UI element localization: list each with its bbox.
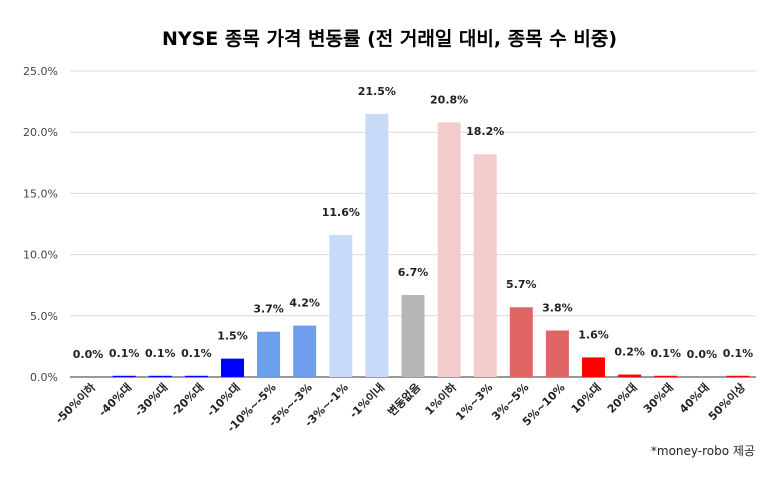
x-tick-label: 30%대 [640,380,676,416]
x-tick-label: 10%대 [568,380,604,416]
y-tick-label: 5.0% [30,310,58,323]
x-tick-label: 50%이상 [705,380,748,423]
data-label: 20.8% [430,93,468,106]
data-label: 11.6% [322,206,360,219]
data-label: 3.7% [253,303,284,316]
bar [437,122,461,378]
y-tick-label: 20.0% [23,126,58,139]
bar [220,358,244,377]
bar [618,374,642,377]
data-label: 1.6% [578,328,609,341]
bar [473,154,497,377]
bar [257,331,281,377]
bar [148,375,172,377]
x-tick-label: -1%이내 [346,380,387,421]
data-label: 5.7% [506,278,537,291]
data-label: 0.0% [687,348,718,361]
bar [509,307,533,377]
y-tick-label: 10.0% [23,249,58,262]
bar [726,375,750,377]
y-tick-label: 0.0% [30,371,58,384]
data-label: 21.5% [358,85,396,98]
bar [184,375,208,377]
data-label: 0.1% [145,347,176,360]
data-label: 3.8% [542,301,573,314]
bar [329,235,353,377]
data-label: 0.1% [650,347,681,360]
bar [112,375,136,377]
y-tick-label: 15.0% [23,187,58,200]
credit-note: *money-robo 제공 [650,444,755,458]
data-label: 0.1% [723,347,754,360]
x-tick-label: -30%대 [131,380,170,419]
bar [582,357,606,377]
data-label: 18.2% [466,125,504,138]
y-tick-label: 25.0% [23,65,58,78]
data-label: 1.5% [217,330,248,343]
x-tick-label: -40%대 [95,380,134,419]
bar [401,294,425,377]
bar [293,325,317,377]
data-label: 4.2% [289,297,320,310]
data-label: 0.1% [181,347,212,360]
x-tick-label: 1%~3% [453,381,495,423]
data-label: 0.1% [109,347,140,360]
x-tick-label: 변동없음 [385,380,424,419]
bar [545,330,569,377]
x-tick-label: 40%대 [676,380,712,416]
x-tick-label: -50%이하 [52,380,99,427]
bar [654,375,678,377]
bar [365,113,389,377]
x-tick-label: -20%대 [168,380,207,419]
data-label: 0.0% [73,348,104,361]
x-tick-label: 20%대 [604,380,640,416]
chart-title: NYSE 종목 가격 변동률 (전 거래일 대비, 종목 수 비중) [161,28,618,50]
data-label: 0.2% [614,346,645,359]
data-label: 6.7% [398,266,429,279]
